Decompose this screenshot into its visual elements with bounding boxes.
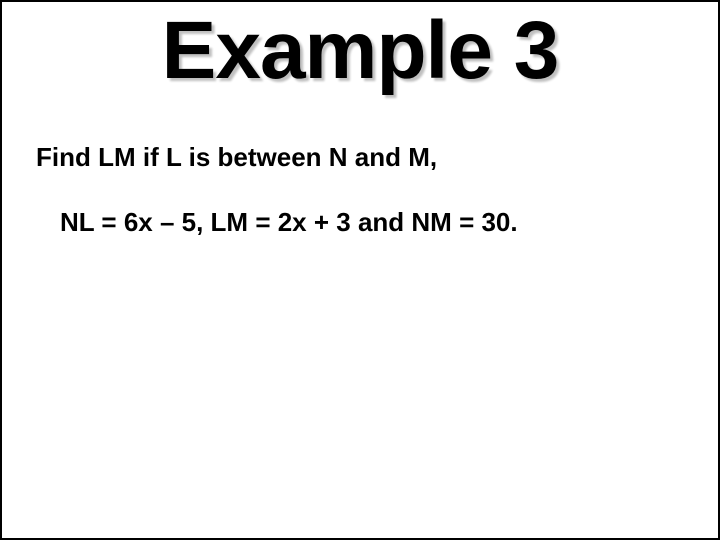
problem-line-1: Find LM if L is between N and M, bbox=[36, 142, 437, 173]
problem-line-2: NL = 6x – 5, LM = 2x + 3 and NM = 30. bbox=[60, 207, 518, 238]
slide: Example 3 Find LM if L is between N and … bbox=[0, 0, 720, 540]
slide-title: Example 3 bbox=[2, 4, 718, 98]
